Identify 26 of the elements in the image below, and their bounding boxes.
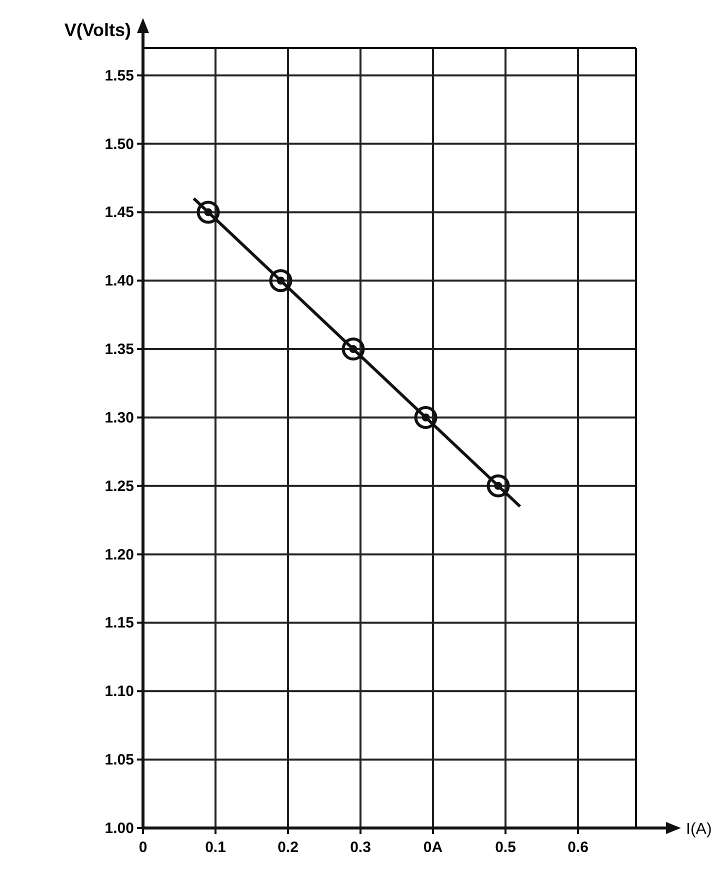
y-axis-title: V(Volts): [64, 20, 131, 40]
x-tick-label: 0.5: [495, 839, 516, 856]
point: [342, 338, 365, 361]
x-axis-title: I(A): [686, 821, 712, 838]
y-tick-label: 1.50: [104, 136, 134, 153]
y-tick-label: 1.20: [104, 546, 134, 564]
x-tick-label: 0.1: [205, 839, 226, 856]
x-tick-label: 0.3: [350, 839, 371, 856]
y-tick-label: 1.15: [104, 614, 134, 632]
y-tick-label: 1.10: [104, 683, 134, 700]
point: [486, 474, 510, 498]
y-tick-label: 1.25: [104, 478, 134, 495]
x-tick-label: 0A: [423, 839, 443, 856]
x-tick-label: 0.2: [278, 839, 298, 856]
x-tick-label: 0: [138, 839, 148, 856]
y-tick-label: 1.55: [104, 67, 134, 84]
y-tick-label: 1.45: [104, 204, 134, 222]
y-tick-label: 1.00: [104, 820, 134, 837]
x-tick-label: 0.6: [568, 839, 588, 856]
y-tick-label: 1.40: [104, 272, 134, 290]
y-tick-label: 1.05: [104, 752, 134, 769]
point: [414, 406, 438, 429]
point: [269, 269, 292, 292]
point: [196, 200, 220, 224]
y-tick-label: 1.30: [104, 409, 134, 426]
y-tick-label: 1.35: [104, 341, 134, 358]
